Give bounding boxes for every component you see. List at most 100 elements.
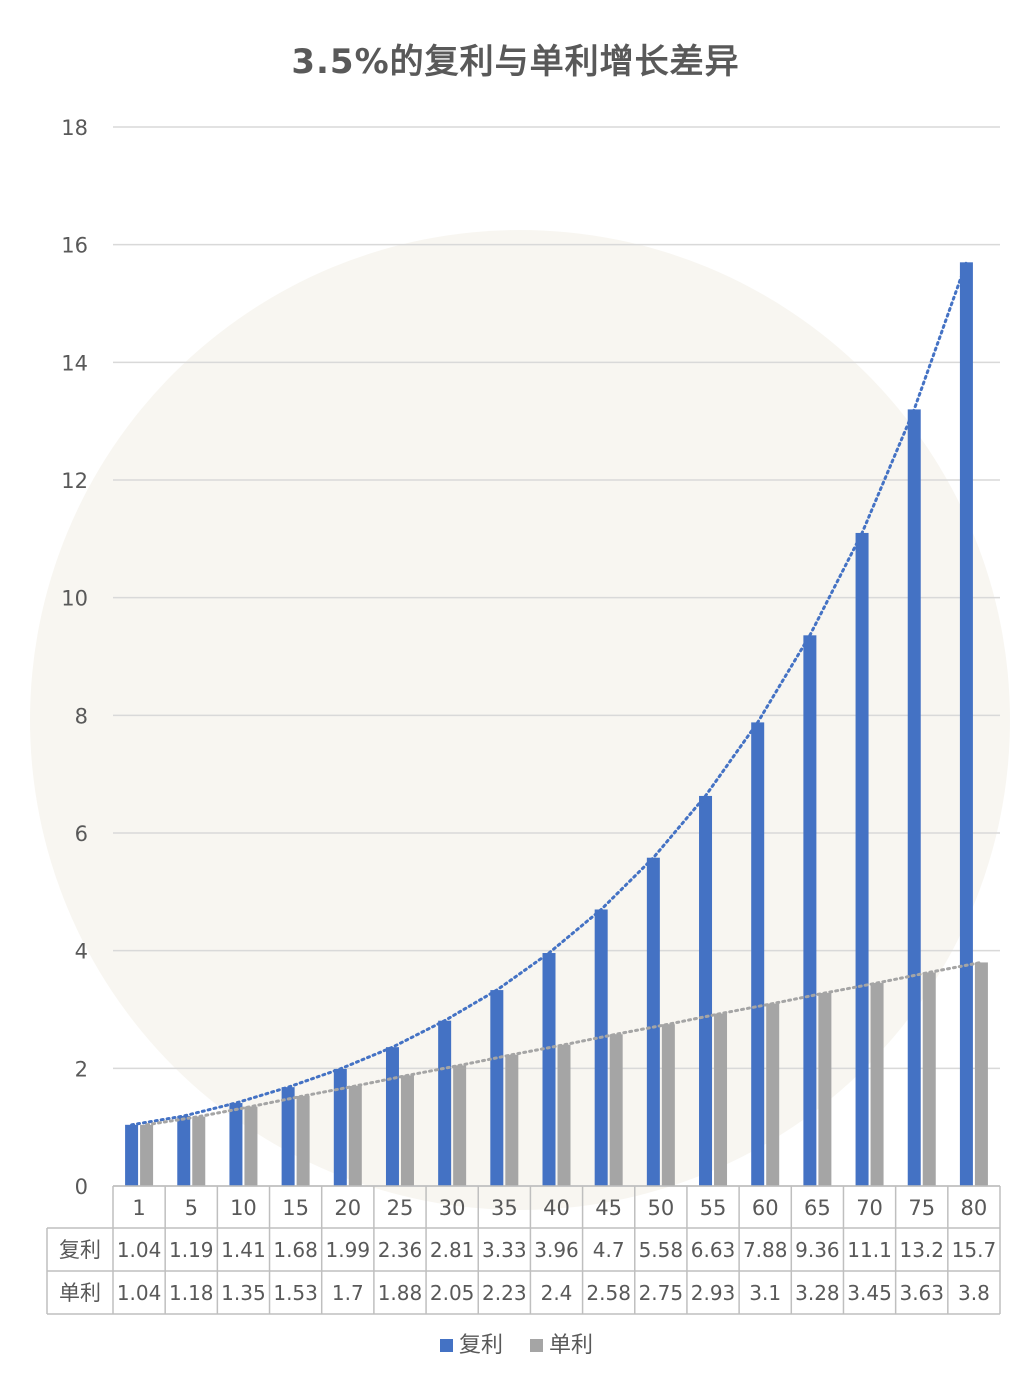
x-tick-label: 15	[282, 1196, 309, 1220]
bar-simple	[714, 1013, 728, 1186]
chart-title: 3.5%的复利与单利增长差异	[291, 42, 740, 82]
data-label: 3.45	[847, 1281, 892, 1305]
x-tick-label: 40	[543, 1196, 570, 1220]
bar-simple	[453, 1065, 467, 1186]
data-label: 2.81	[430, 1238, 475, 1262]
data-label: 3.96	[534, 1238, 579, 1262]
trendline-compound	[130, 260, 968, 1127]
data-label: 3.1	[749, 1281, 781, 1305]
data-label: 5.58	[639, 1238, 684, 1262]
data-label: 3.28	[795, 1281, 840, 1305]
y-tick-label: 10	[61, 587, 88, 611]
data-label: 2.23	[482, 1281, 527, 1305]
data-label: 15.7	[952, 1238, 997, 1262]
data-label: 3.8	[958, 1281, 990, 1305]
data-label: 1.88	[378, 1281, 423, 1305]
data-label: 2.58	[586, 1281, 631, 1305]
bar-compound	[177, 1115, 191, 1186]
bar-simple	[296, 1095, 310, 1186]
x-tick-label: 30	[439, 1196, 466, 1220]
bar-compound	[855, 532, 869, 1186]
x-tick-label: 5	[185, 1196, 198, 1220]
x-tick-label: 65	[804, 1196, 831, 1220]
bar-simple	[661, 1024, 675, 1186]
table-series-name: 复利	[59, 1238, 101, 1262]
bar-simple	[400, 1075, 414, 1186]
x-tick-label: 45	[595, 1196, 622, 1220]
data-label: 6.63	[691, 1238, 736, 1262]
x-tick-label: 10	[230, 1196, 257, 1220]
bar-compound	[803, 635, 817, 1186]
data-label: 2.93	[691, 1281, 736, 1305]
y-tick-label: 4	[75, 940, 88, 964]
data-label: 4.7	[593, 1238, 625, 1262]
bar-compound	[385, 1047, 399, 1186]
bar-compound	[125, 1124, 139, 1186]
bar-compound	[699, 795, 713, 1186]
y-tick-label: 12	[61, 469, 88, 493]
y-tick-label: 16	[61, 234, 88, 258]
bar-compound	[959, 262, 973, 1187]
data-label: 1.41	[221, 1238, 266, 1262]
x-tick-label: 25	[387, 1196, 414, 1220]
x-tick-label: 20	[334, 1196, 361, 1220]
x-tick-label: 1	[132, 1196, 145, 1220]
bar-simple	[557, 1044, 571, 1186]
data-label: 1.35	[221, 1281, 266, 1305]
bar-simple	[922, 972, 936, 1186]
x-tick-label: 80	[961, 1196, 988, 1220]
data-label: 2.05	[430, 1281, 475, 1305]
data-label: 1.99	[326, 1238, 371, 1262]
data-label: 13.2	[899, 1238, 944, 1262]
data-label: 1.68	[273, 1238, 318, 1262]
bar-compound	[490, 990, 504, 1186]
background-watermark	[30, 230, 1010, 1210]
data-label: 2.4	[541, 1281, 573, 1305]
data-label: 1.19	[169, 1238, 214, 1262]
x-tick-label: 50	[647, 1196, 674, 1220]
data-label: 3.33	[482, 1238, 527, 1262]
y-tick-label: 2	[75, 1057, 88, 1081]
bar-simple	[870, 983, 884, 1186]
data-label: 2.75	[639, 1281, 684, 1305]
y-tick-label: 0	[75, 1175, 88, 1199]
bar-compound	[594, 909, 608, 1186]
data-label: 2.36	[378, 1238, 423, 1262]
bar-compound	[907, 409, 921, 1186]
data-label: 1.18	[169, 1281, 214, 1305]
data-label: 1.7	[332, 1281, 364, 1305]
bar-simple	[818, 993, 832, 1186]
bar-compound	[333, 1068, 347, 1186]
data-label: 9.36	[795, 1238, 840, 1262]
bar-simple	[974, 962, 988, 1186]
data-label: 7.88	[743, 1238, 788, 1262]
legend-swatch	[530, 1339, 543, 1352]
legend-label: 单利	[549, 1333, 593, 1358]
data-label: 11.1	[847, 1238, 892, 1262]
data-label: 3.63	[899, 1281, 944, 1305]
y-tick-label: 8	[75, 704, 88, 728]
x-tick-label: 55	[700, 1196, 727, 1220]
x-tick-label: 35	[491, 1196, 518, 1220]
trendline-simple	[145, 960, 983, 1127]
bar-compound	[542, 953, 556, 1186]
bar-simple	[609, 1034, 623, 1186]
y-tick-label: 14	[61, 351, 88, 375]
legend-label: 复利	[459, 1333, 503, 1358]
y-tick-label: 6	[75, 822, 88, 846]
bar-simple	[505, 1054, 519, 1186]
bar-simple	[140, 1124, 154, 1186]
data-label: 1.04	[117, 1281, 162, 1305]
x-tick-label: 60	[752, 1196, 779, 1220]
bar-compound	[751, 722, 765, 1186]
bar-compound	[281, 1087, 295, 1186]
bar-simple	[766, 1003, 780, 1186]
x-tick-label: 75	[908, 1196, 935, 1220]
table-series-name: 单利	[59, 1281, 101, 1305]
legend-swatch	[440, 1339, 453, 1352]
bar-compound	[229, 1103, 243, 1186]
bar-compound	[646, 857, 660, 1186]
bar-simple	[192, 1116, 206, 1186]
